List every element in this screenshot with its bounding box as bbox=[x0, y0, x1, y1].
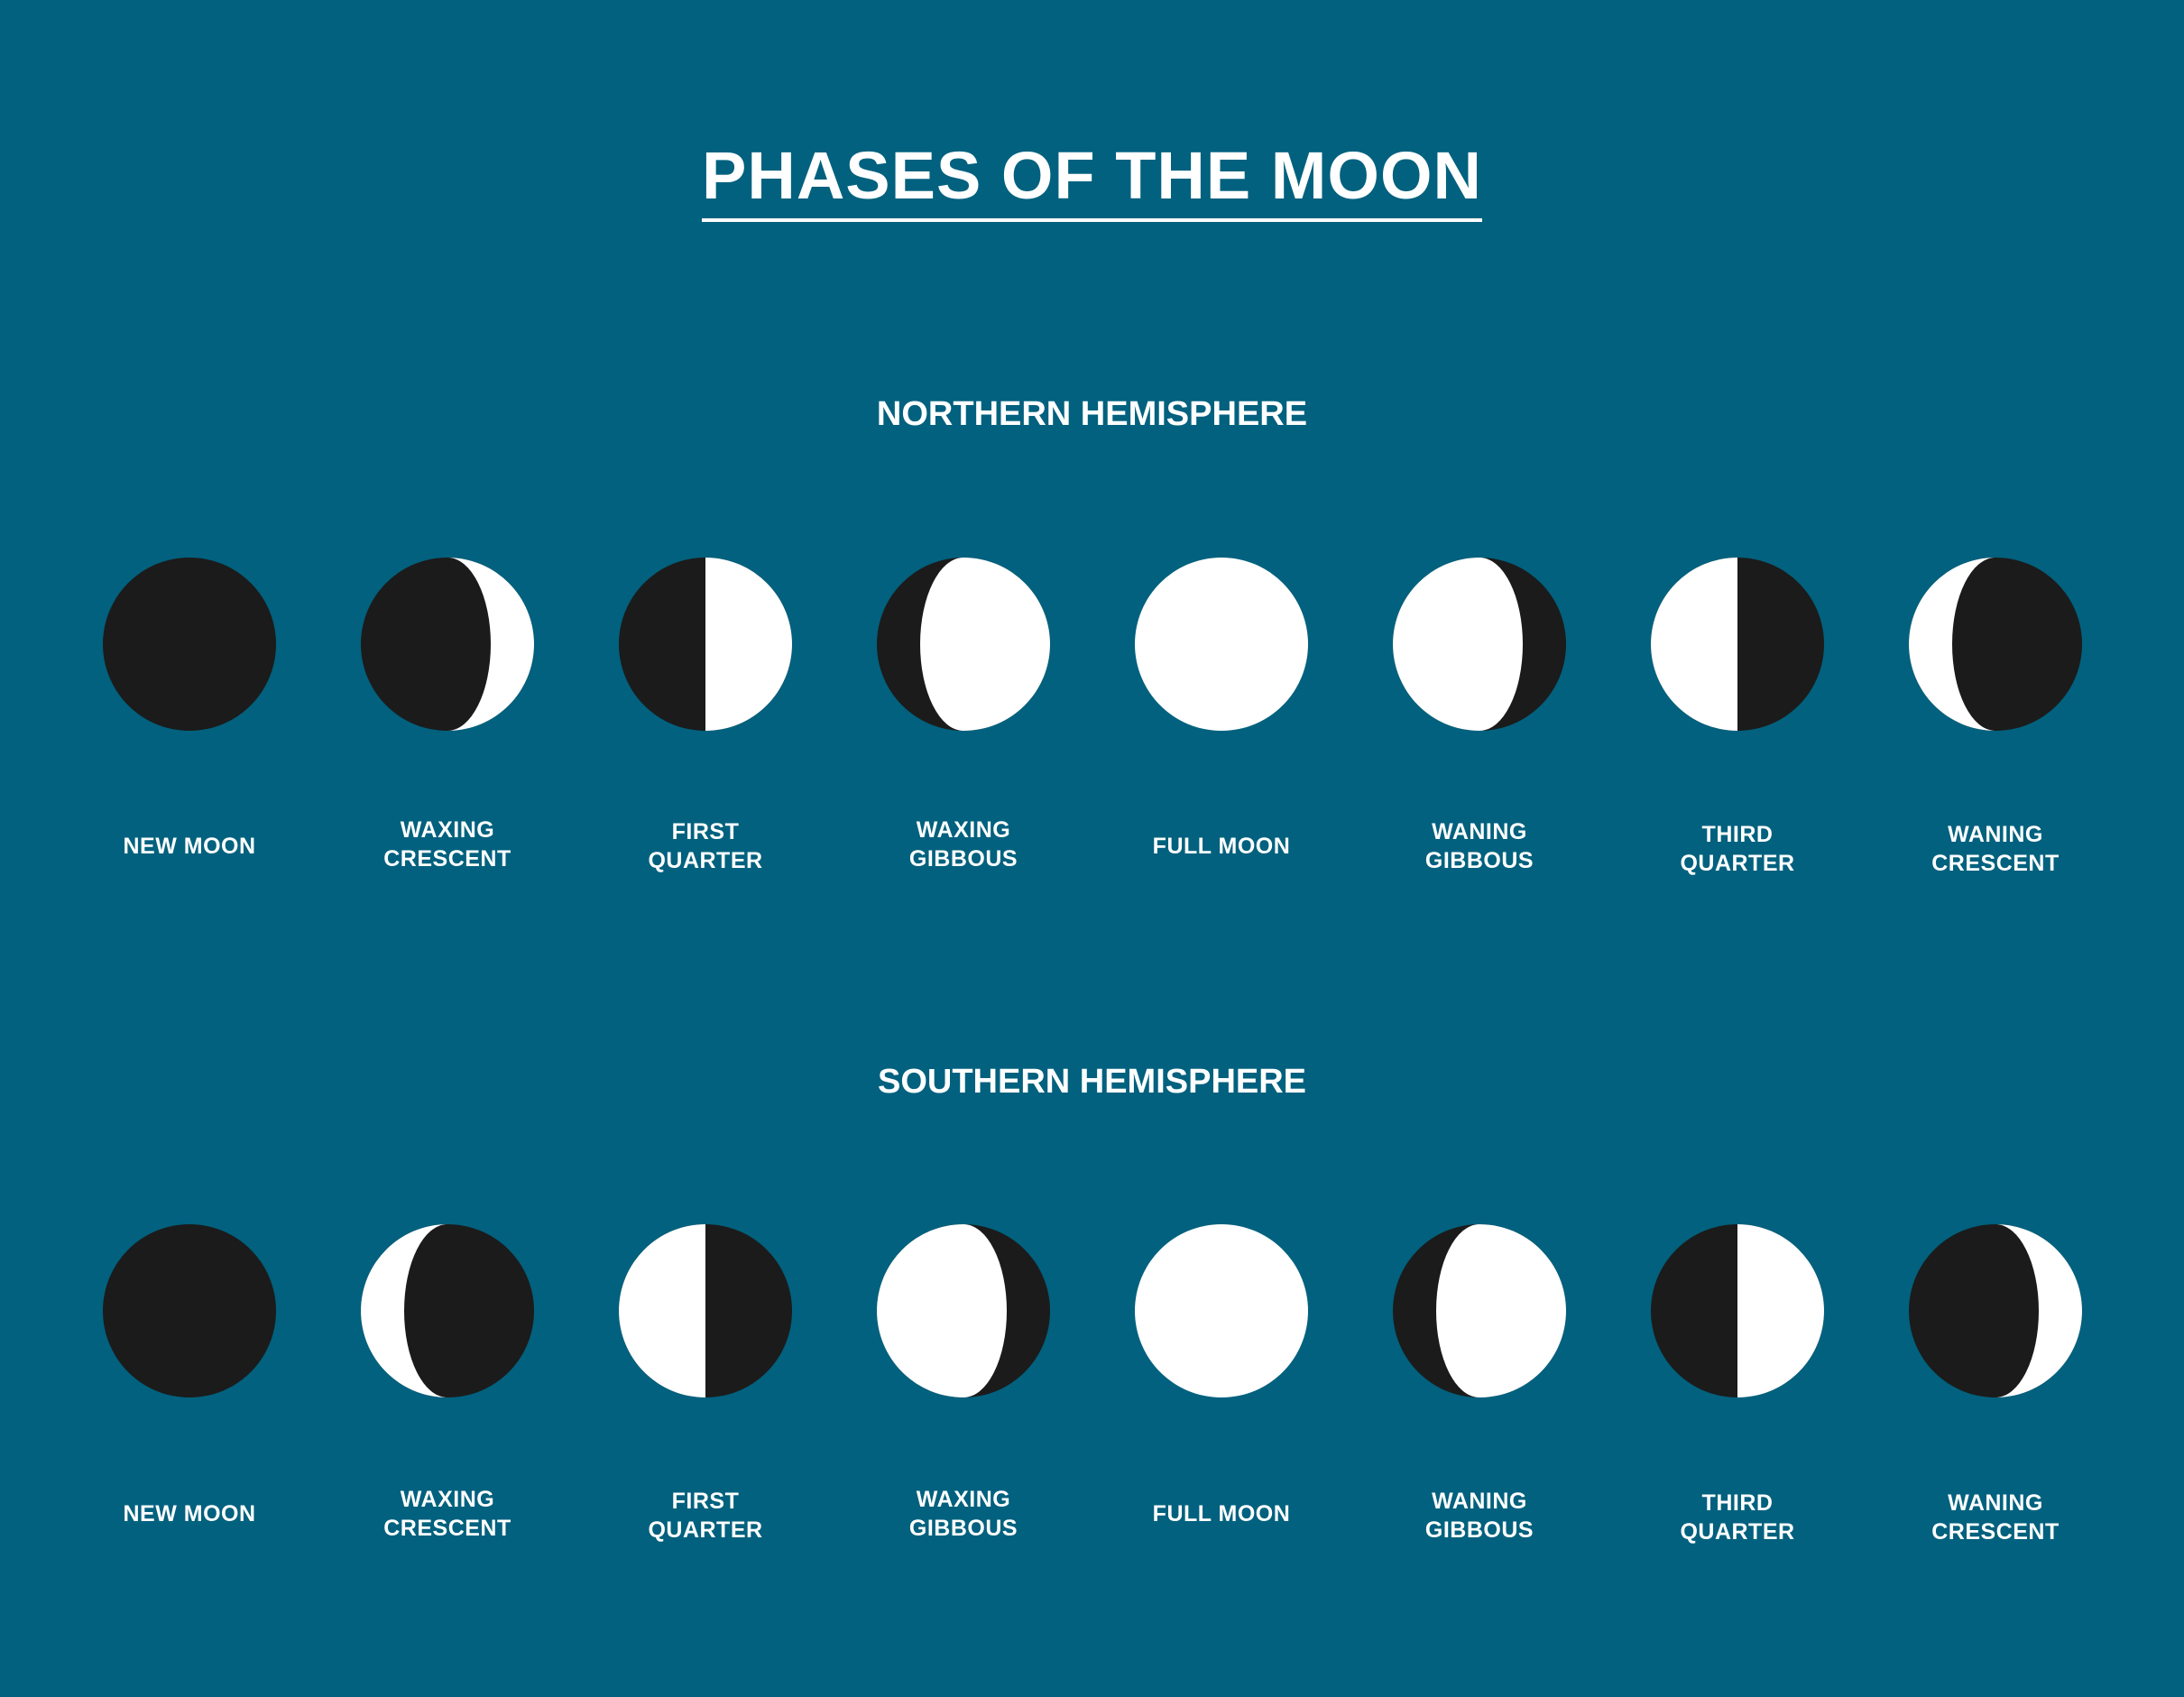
phase-label-line: THIRD bbox=[1701, 1490, 1774, 1516]
phase-label-line: FIRST bbox=[671, 1489, 740, 1514]
northern-waxing-crescent-moon bbox=[361, 558, 534, 731]
moon-lit-portion bbox=[619, 1224, 705, 1397]
northern-hemisphere-heading: NORTHERN HEMISPHERE bbox=[876, 395, 1308, 433]
southern-full-moon-label: FULL MOON bbox=[1095, 1499, 1348, 1528]
northern-waxing-gibbous-label: WAXING GIBBOUS bbox=[837, 816, 1090, 873]
moon-lit-portion bbox=[361, 1224, 447, 1397]
moon-lit-disc bbox=[1135, 1224, 1308, 1397]
northern-new-moon-moon bbox=[103, 558, 276, 731]
phase-label-line: WAXING bbox=[916, 817, 1011, 843]
southern-waning-gibbous-moon bbox=[1393, 1224, 1566, 1397]
southern-waning-gibbous-label: WANING GIBBOUS bbox=[1353, 1487, 1606, 1545]
phase-label-line: QUARTER bbox=[648, 848, 763, 873]
northern-third-quarter-moon bbox=[1651, 558, 1824, 731]
page-title: PHASES OF THE MOON bbox=[0, 135, 2184, 222]
phase-label-line: CRESCENT bbox=[1931, 1519, 2060, 1545]
phase-label-line: QUARTER bbox=[648, 1517, 763, 1543]
southern-waning-crescent-label: WANING CRESCENT bbox=[1869, 1489, 2122, 1546]
northern-waning-crescent-moon bbox=[1909, 558, 2082, 731]
moon-lit-portion bbox=[1651, 558, 1737, 731]
phase-label-line: WANING bbox=[1948, 822, 2043, 847]
northern-waning-gibbous-label: WANING GIBBOUS bbox=[1353, 817, 1606, 875]
southern-new-moon-label: NEW MOON bbox=[63, 1499, 316, 1528]
moon-lit-disc bbox=[1135, 558, 1308, 731]
phase-label-line: QUARTER bbox=[1680, 851, 1795, 876]
phase-label-line: CRESCENT bbox=[383, 1516, 511, 1541]
moon-dark-disc bbox=[103, 1224, 276, 1397]
phase-label-line: WAXING bbox=[400, 1487, 495, 1512]
southern-waxing-gibbous-label: WAXING GIBBOUS bbox=[837, 1485, 1090, 1543]
southern-third-quarter-moon bbox=[1651, 1224, 1824, 1397]
phase-label-line: GIBBOUS bbox=[908, 846, 1018, 872]
southern-third-quarter-label: THIRD QUARTER bbox=[1611, 1489, 1864, 1546]
southern-waxing-crescent-moon bbox=[361, 1224, 534, 1397]
northern-first-quarter-label: FIRST QUARTER bbox=[579, 817, 832, 875]
northern-waxing-gibbous-moon bbox=[877, 558, 1050, 731]
southern-waxing-crescent-label: WAXING CRESCENT bbox=[321, 1485, 574, 1543]
northern-new-moon-label: NEW MOON bbox=[63, 832, 316, 861]
moon-lit-portion bbox=[877, 1224, 1007, 1397]
phase-label-line: NEW MOON bbox=[123, 834, 256, 859]
phase-label-line: FULL MOON bbox=[1152, 834, 1291, 859]
phase-label-line: GIBBOUS bbox=[1424, 848, 1534, 873]
phase-label-line: NEW MOON bbox=[123, 1501, 256, 1526]
phase-label-line: QUARTER bbox=[1680, 1519, 1795, 1545]
moon-lit-portion bbox=[1436, 1224, 1566, 1397]
southern-hemisphere-heading: SOUTHERN HEMISPHERE bbox=[877, 1063, 1307, 1101]
southern-waning-crescent-moon bbox=[1909, 1224, 2082, 1397]
southern-new-moon-moon bbox=[103, 1224, 276, 1397]
phase-label-line: FULL MOON bbox=[1152, 1501, 1291, 1526]
moon-lit-portion bbox=[1909, 558, 1995, 731]
phase-label-line: WANING bbox=[1432, 1489, 1527, 1514]
phase-label-line: WAXING bbox=[400, 817, 495, 843]
northern-waning-crescent-label: WANING CRESCENT bbox=[1869, 820, 2122, 878]
phase-label-line: FIRST bbox=[671, 819, 740, 844]
northern-first-quarter-moon bbox=[619, 558, 792, 731]
moon-lit-portion bbox=[1393, 558, 1523, 731]
southern-first-quarter-moon bbox=[619, 1224, 792, 1397]
moon-lit-portion bbox=[1737, 1224, 1824, 1397]
moon-lit-portion bbox=[920, 558, 1050, 731]
page-title-text: PHASES OF THE MOON bbox=[702, 135, 1482, 222]
northern-waning-gibbous-moon bbox=[1393, 558, 1566, 731]
phase-label-line: WANING bbox=[1432, 819, 1527, 844]
phase-label-line: WAXING bbox=[916, 1487, 1011, 1512]
phase-label-line: WANING bbox=[1948, 1490, 2043, 1516]
moon-lit-portion bbox=[447, 558, 534, 731]
northern-full-moon-label: FULL MOON bbox=[1095, 832, 1348, 861]
southern-first-quarter-label: FIRST QUARTER bbox=[579, 1487, 832, 1545]
phase-label-line: CRESCENT bbox=[1931, 851, 2060, 876]
northern-third-quarter-label: THIRD QUARTER bbox=[1611, 820, 1864, 878]
northern-full-moon-moon bbox=[1135, 558, 1308, 731]
moon-lit-portion bbox=[1995, 1224, 2082, 1397]
phase-label-line: THIRD bbox=[1701, 822, 1774, 847]
northern-waxing-crescent-label: WAXING CRESCENT bbox=[321, 816, 574, 873]
southern-waxing-gibbous-moon bbox=[877, 1224, 1050, 1397]
southern-full-moon-moon bbox=[1135, 1224, 1308, 1397]
moon-dark-disc bbox=[103, 558, 276, 731]
moon-lit-portion bbox=[705, 558, 792, 731]
phase-label-line: GIBBOUS bbox=[908, 1516, 1018, 1541]
phase-label-line: GIBBOUS bbox=[1424, 1517, 1534, 1543]
phase-label-line: CRESCENT bbox=[383, 846, 511, 872]
